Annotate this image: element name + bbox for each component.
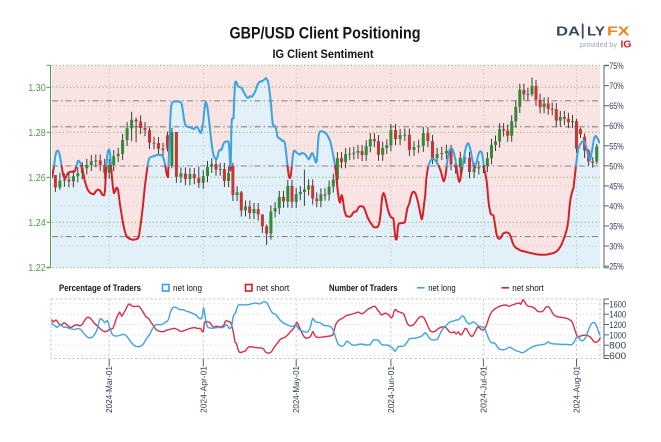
- svg-text:2024-Aug-01: 2024-Aug-01: [572, 366, 582, 413]
- svg-text:1.22: 1.22: [28, 263, 46, 274]
- svg-text:1.28: 1.28: [28, 128, 46, 139]
- svg-text:net short: net short: [256, 283, 289, 293]
- svg-text:1600: 1600: [609, 299, 626, 310]
- svg-text:net long: net long: [173, 283, 202, 293]
- svg-text:800: 800: [609, 341, 626, 352]
- svg-text:2024-Jul-01: 2024-Jul-01: [478, 366, 488, 413]
- svg-text:net long: net long: [428, 283, 456, 293]
- svg-text:1.26: 1.26: [28, 173, 46, 184]
- svg-text:45%: 45%: [609, 181, 624, 192]
- svg-text:IG Client Sentiment: IG Client Sentiment: [273, 47, 374, 61]
- svg-text:1000: 1000: [609, 330, 626, 341]
- svg-text:IG: IG: [621, 40, 632, 51]
- svg-text:1.30: 1.30: [28, 83, 46, 94]
- svg-text:65%: 65%: [609, 101, 624, 112]
- svg-text:net short: net short: [512, 283, 544, 293]
- svg-text:40%: 40%: [609, 201, 624, 212]
- svg-text:2024-Apr-01: 2024-Apr-01: [198, 366, 208, 413]
- svg-text:600: 600: [609, 351, 626, 362]
- svg-text:FX: FX: [607, 24, 630, 38]
- svg-text:55%: 55%: [609, 141, 624, 152]
- svg-text:1.24: 1.24: [28, 218, 46, 229]
- svg-text:Number of Traders: Number of Traders: [329, 283, 398, 293]
- svg-text:70%: 70%: [609, 81, 624, 92]
- svg-text:35%: 35%: [609, 222, 624, 233]
- svg-text:Percentage of Traders: Percentage of Traders: [59, 283, 141, 293]
- svg-text:2024-May-01: 2024-May-01: [291, 366, 301, 413]
- svg-text:provided by: provided by: [580, 42, 617, 49]
- svg-text:75%: 75%: [609, 61, 624, 72]
- svg-text:2024-Jun-01: 2024-Jun-01: [386, 366, 396, 413]
- svg-text:2024-Mar-01: 2024-Mar-01: [104, 366, 114, 413]
- svg-text:60%: 60%: [609, 121, 624, 132]
- svg-text:50%: 50%: [609, 161, 624, 172]
- svg-text:1400: 1400: [609, 310, 626, 321]
- svg-text:DA: DA: [556, 24, 580, 38]
- svg-text:LY: LY: [587, 24, 606, 38]
- svg-text:1200: 1200: [609, 320, 626, 331]
- svg-text:25%: 25%: [609, 262, 624, 273]
- svg-text:GBP/USD Client Positioning: GBP/USD Client Positioning: [230, 24, 421, 43]
- svg-text:30%: 30%: [609, 242, 624, 253]
